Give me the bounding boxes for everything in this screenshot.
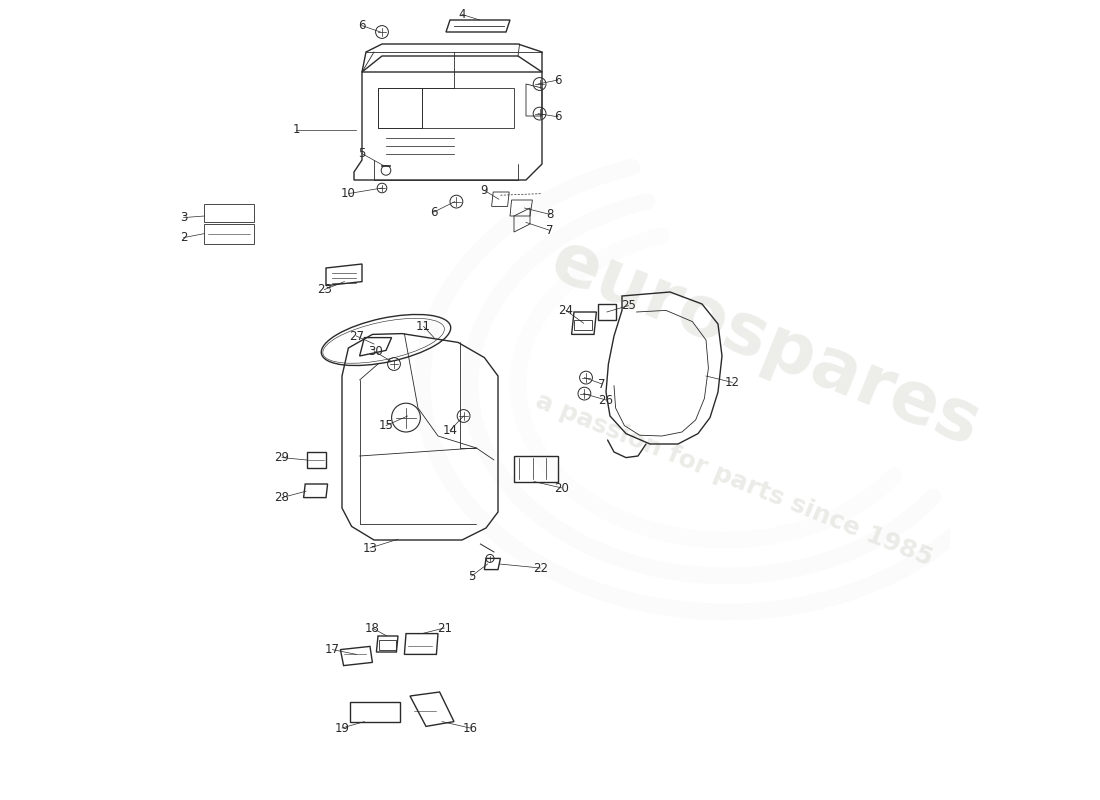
Text: 18: 18 [365, 622, 380, 634]
Text: 10: 10 [341, 187, 355, 200]
Text: 2: 2 [180, 231, 187, 244]
Text: 7: 7 [598, 378, 606, 390]
Text: 17: 17 [324, 643, 340, 656]
Text: 12: 12 [725, 376, 740, 389]
Text: eurospares: eurospares [541, 226, 991, 462]
Text: 6: 6 [554, 110, 562, 123]
Text: 6: 6 [554, 74, 562, 86]
Text: 25: 25 [621, 299, 636, 312]
Bar [350, 702, 399, 722]
Bar [205, 224, 254, 244]
Bar [205, 204, 254, 222]
Text: 19: 19 [334, 722, 350, 734]
Text: 22: 22 [532, 562, 548, 574]
Text: 3: 3 [180, 211, 187, 224]
Text: 13: 13 [363, 542, 377, 554]
Text: 1: 1 [293, 123, 300, 136]
Text: 30: 30 [368, 346, 383, 358]
Text: 9: 9 [481, 184, 488, 197]
Text: a passion for parts since 1985: a passion for parts since 1985 [532, 389, 936, 571]
Bar [307, 452, 326, 468]
Text: 11: 11 [416, 320, 431, 333]
Text: 14: 14 [442, 424, 458, 437]
Text: 26: 26 [598, 394, 614, 406]
Text: 5: 5 [468, 570, 475, 582]
Text: 24: 24 [559, 304, 573, 317]
Text: 23: 23 [317, 283, 332, 296]
Text: 5: 5 [359, 147, 365, 160]
Text: 21: 21 [437, 622, 452, 634]
Text: 4: 4 [459, 8, 465, 21]
Text: 27: 27 [349, 330, 364, 342]
Text: 20: 20 [554, 482, 570, 494]
Text: 6: 6 [359, 19, 365, 32]
Text: 16: 16 [462, 722, 477, 734]
Text: 7: 7 [547, 224, 553, 237]
Text: 29: 29 [275, 451, 289, 464]
Text: 15: 15 [378, 419, 394, 432]
Text: 8: 8 [547, 208, 553, 221]
Text: 28: 28 [275, 491, 289, 504]
Text: 6: 6 [430, 206, 438, 218]
